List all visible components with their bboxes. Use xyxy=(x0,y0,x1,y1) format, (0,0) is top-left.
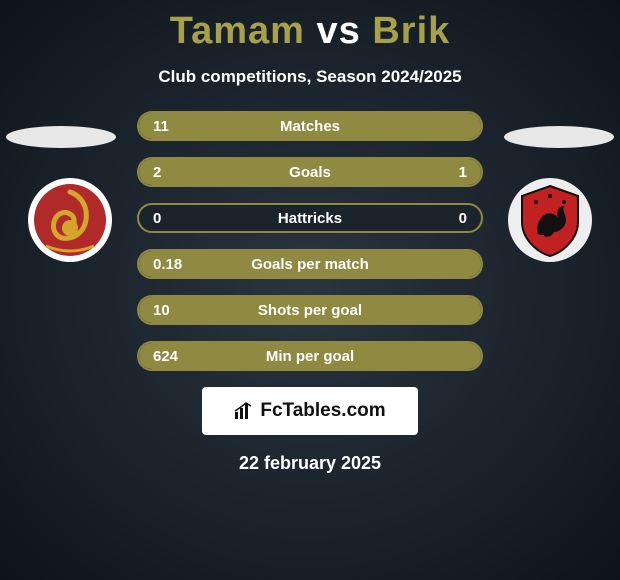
stat-label: Goals per match xyxy=(139,256,481,273)
club-crest-left xyxy=(28,178,112,262)
crest-right-svg xyxy=(508,178,592,262)
subtitle: Club competitions, Season 2024/2025 xyxy=(0,67,620,87)
stat-label: Shots per goal xyxy=(139,302,481,319)
stat-label: Goals xyxy=(139,164,481,181)
vs-text: vs xyxy=(317,10,361,52)
stat-label: Matches xyxy=(139,118,481,135)
stat-row: 0Hattricks0 xyxy=(137,203,483,233)
stat-label: Hattricks xyxy=(139,210,481,227)
chart-icon xyxy=(234,402,254,420)
stat-value-right: 0 xyxy=(459,210,467,227)
stat-row: 624Min per goal xyxy=(137,341,483,371)
shadow-ellipse-right xyxy=(504,126,614,148)
crest-left-svg xyxy=(28,178,112,262)
stats-container: 11Matches 2Goals1 0Hattricks0 0.18Goals per… xyxy=(137,111,483,371)
comparison-title: Tamam vs Brik xyxy=(0,0,620,53)
stat-value-right: 1 xyxy=(459,164,467,181)
player2-name: Brik xyxy=(372,10,450,52)
player1-name: Tamam xyxy=(170,10,305,52)
branding-badge[interactable]: FcTables.com xyxy=(202,387,418,435)
branding-text: FcTables.com xyxy=(260,400,385,422)
stat-row: 2Goals1 xyxy=(137,157,483,187)
stat-row: 0.18Goals per match xyxy=(137,249,483,279)
stat-row: 11Matches xyxy=(137,111,483,141)
date-text: 22 february 2025 xyxy=(0,453,620,474)
stat-label: Min per goal xyxy=(139,348,481,365)
stat-row: 10Shots per goal xyxy=(137,295,483,325)
club-crest-right xyxy=(508,178,592,262)
shadow-ellipse-left xyxy=(6,126,116,148)
